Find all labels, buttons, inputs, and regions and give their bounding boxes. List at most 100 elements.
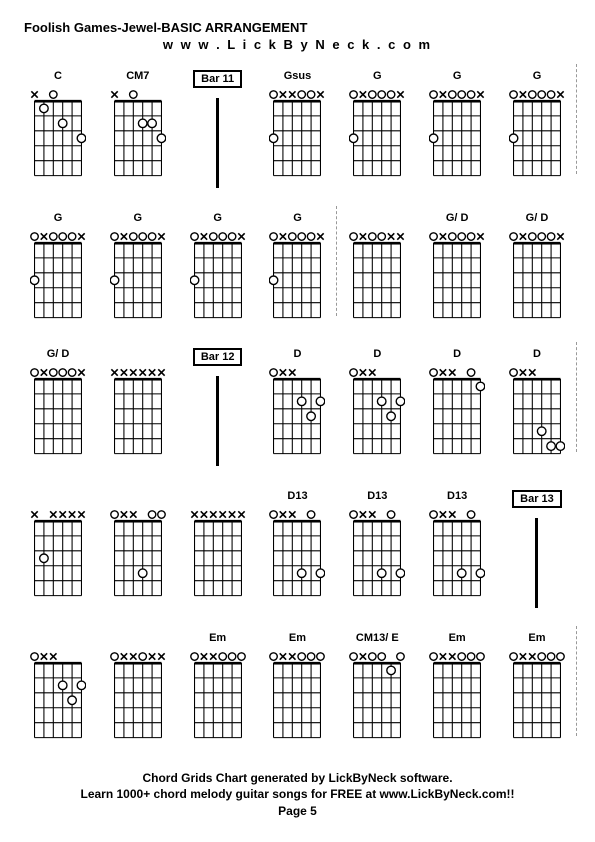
chord-diagram	[190, 228, 246, 324]
song-title: Foolish Games-Jewel-BASIC ARRANGEMENT	[24, 20, 571, 35]
chord-grid: CCM7Bar 11GsusGGGGGGGG/ DG/ DG/ DBar 12D…	[24, 70, 571, 744]
chord-diagram	[30, 228, 86, 324]
chord-label: G	[54, 212, 63, 226]
measure-separator	[576, 342, 577, 452]
chord-diagram	[110, 364, 166, 460]
chord-label: G/ D	[47, 348, 70, 362]
chord-diagram	[509, 648, 565, 744]
chord-diagram	[349, 648, 405, 744]
chord-diagram	[429, 364, 485, 460]
chord-row: CCM7Bar 11GsusGGG	[24, 70, 571, 188]
chord-label: D	[294, 348, 302, 362]
chord-row: G G G G G/ D G/ D	[24, 212, 571, 324]
chord-cell: D13	[423, 490, 491, 608]
bar-label: Bar 13	[512, 490, 562, 508]
chord-cell	[343, 212, 411, 324]
chord-cell: G	[184, 212, 252, 324]
chord-diagram	[269, 228, 325, 324]
chord-label: Em	[289, 632, 306, 646]
chord-cell: G	[343, 70, 411, 188]
chord-cell: D	[423, 348, 491, 466]
chord-diagram	[509, 86, 565, 182]
chord-diagram	[269, 86, 325, 182]
chord-cell: G	[263, 212, 331, 324]
chord-label: D13	[287, 490, 307, 504]
chord-cell: G	[423, 70, 491, 188]
chord-cell: Em	[423, 632, 491, 744]
chord-cell: G/ D	[503, 212, 571, 324]
site-subtitle: w w w . L i c k B y N e c k . c o m	[24, 37, 571, 52]
chord-row: D13 D13 D13 Bar 13	[24, 490, 571, 608]
footer-line-3: Page 5	[0, 803, 595, 820]
footer-line-1: Chord Grids Chart generated by LickByNec…	[0, 770, 595, 787]
chord-row: G/ D Bar 12 D D D D	[24, 348, 571, 466]
chord-cell: Em	[503, 632, 571, 744]
chord-diagram	[429, 648, 485, 744]
chord-label: D13	[447, 490, 467, 504]
chord-cell: G/ D	[423, 212, 491, 324]
chord-label: G	[134, 212, 143, 226]
chord-cell: G	[24, 212, 92, 324]
chord-cell: D13	[263, 490, 331, 608]
chord-row: Em Em CM13/ E Em Em	[24, 632, 571, 744]
chord-label: G	[533, 70, 542, 84]
measure-separator	[576, 626, 577, 736]
chord-diagram	[349, 364, 405, 460]
chord-diagram	[110, 506, 166, 602]
chord-cell: CM7	[104, 70, 172, 188]
chord-label: G	[453, 70, 462, 84]
chord-label: D	[533, 348, 541, 362]
bar-line	[216, 376, 219, 466]
chord-diagram	[110, 228, 166, 324]
chord-diagram	[269, 648, 325, 744]
chord-label: CM7	[126, 70, 149, 84]
chord-diagram	[30, 506, 86, 602]
chord-label: Em	[209, 632, 226, 646]
chord-cell: CM13/ E	[343, 632, 411, 744]
chord-diagram	[110, 648, 166, 744]
chord-cell	[104, 490, 172, 608]
chord-cell: D	[263, 348, 331, 466]
chord-cell: Gsus	[263, 70, 331, 188]
chord-diagram	[429, 506, 485, 602]
chord-cell: Em	[184, 632, 252, 744]
chord-cell: G	[104, 212, 172, 324]
chord-diagram	[429, 228, 485, 324]
chord-label: G	[373, 70, 382, 84]
chord-cell	[184, 490, 252, 608]
chord-cell: G/ D	[24, 348, 92, 466]
chord-label: CM13/ E	[356, 632, 399, 646]
chord-cell	[24, 490, 92, 608]
bar-marker: Bar 13	[503, 490, 571, 608]
measure-separator	[336, 206, 337, 316]
chord-cell	[104, 348, 172, 466]
bar-line	[535, 518, 538, 608]
chord-diagram	[349, 506, 405, 602]
chord-diagram	[269, 506, 325, 602]
chord-diagram	[509, 228, 565, 324]
chord-cell: D13	[343, 490, 411, 608]
measure-separator	[576, 64, 577, 174]
chord-diagram	[190, 506, 246, 602]
chord-diagram	[30, 86, 86, 182]
chord-label: D	[453, 348, 461, 362]
footer-line-2: Learn 1000+ chord melody guitar songs fo…	[0, 786, 595, 803]
chord-cell: Em	[263, 632, 331, 744]
chord-diagram	[110, 86, 166, 182]
chord-diagram	[190, 648, 246, 744]
chord-label: C	[54, 70, 62, 84]
chord-cell	[24, 632, 92, 744]
chord-label: G/ D	[446, 212, 469, 226]
chord-cell: G	[503, 70, 571, 188]
chord-diagram	[269, 364, 325, 460]
chord-diagram	[30, 648, 86, 744]
chord-label: Gsus	[284, 70, 312, 84]
chord-label: G	[293, 212, 302, 226]
chord-cell: D	[343, 348, 411, 466]
chord-label: Em	[449, 632, 466, 646]
chord-label: G/ D	[526, 212, 549, 226]
bar-label: Bar 12	[193, 348, 243, 366]
chord-diagram	[349, 86, 405, 182]
chord-diagram	[509, 364, 565, 460]
chord-diagram	[349, 228, 405, 324]
